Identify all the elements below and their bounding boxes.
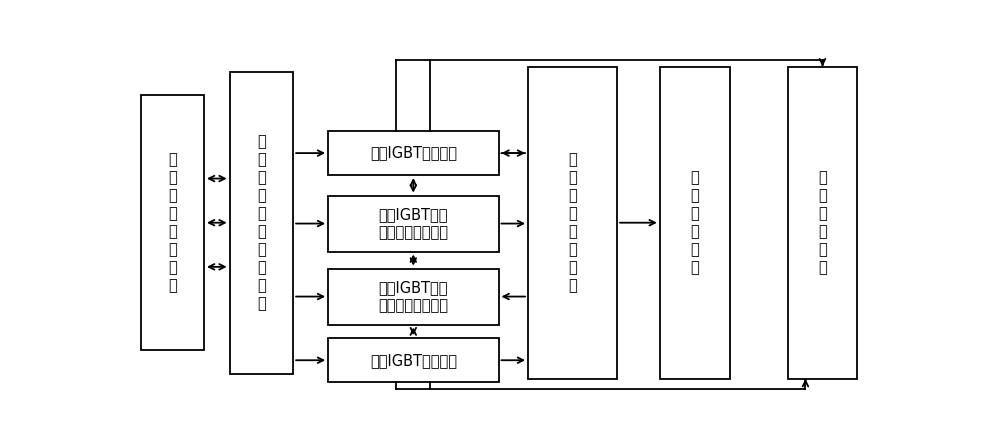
Text: 第二IGBT驱动模块: 第二IGBT驱动模块: [370, 353, 457, 368]
Text: 第二IGBT过流
自保持及指示模块: 第二IGBT过流 自保持及指示模块: [378, 280, 448, 313]
Bar: [328, 338, 499, 382]
Bar: [328, 269, 499, 325]
Bar: [230, 71, 293, 374]
Text: 驱
动
信
号
测
试
模
块: 驱 动 信 号 测 试 模 块: [168, 152, 177, 293]
Text: 第一IGBT过流
自保持及指示模块: 第一IGBT过流 自保持及指示模块: [378, 207, 448, 240]
Bar: [660, 67, 730, 379]
Text: 外
部
接
口
模
块: 外 部 接 口 模 块: [818, 170, 827, 275]
Text: 驱
动
信
号
输
入
接
口
模
块: 驱 动 信 号 输 入 接 口 模 块: [257, 134, 266, 311]
Text: 驱
动
电
源
模
块: 驱 动 电 源 模 块: [690, 170, 699, 275]
Bar: [788, 67, 857, 379]
Bar: [328, 131, 499, 175]
Text: 故
障
信
号
交
换
模
块: 故 障 信 号 交 换 模 块: [568, 152, 577, 293]
Bar: [328, 195, 499, 251]
Bar: [528, 67, 617, 379]
Bar: [140, 95, 204, 350]
Text: 第一IGBT驱动模块: 第一IGBT驱动模块: [370, 146, 457, 161]
